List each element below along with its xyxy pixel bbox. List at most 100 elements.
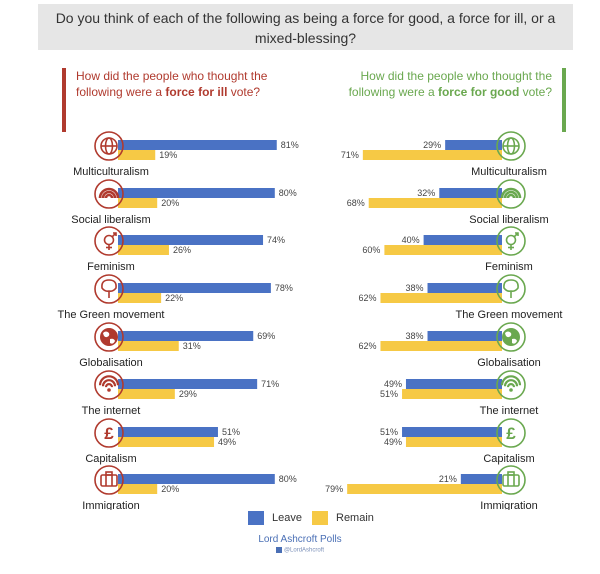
label-ill-remain: 26% <box>173 245 191 255</box>
bar-good-leave <box>402 427 502 437</box>
category-label-good: Social liberalism <box>469 214 548 226</box>
wifi-icon <box>496 370 526 400</box>
category-label-good: Multiculturalism <box>471 166 547 178</box>
category-label-ill: Globalisation <box>79 357 143 369</box>
label-good-remain: 71% <box>341 150 359 160</box>
label-ill-remain: 49% <box>218 437 236 447</box>
left-q-bold: force for ill <box>165 85 228 99</box>
label-ill-remain: 22% <box>165 293 183 303</box>
label-good-leave: 29% <box>423 140 441 150</box>
globe-icon <box>94 131 124 161</box>
label-good-remain: 49% <box>384 437 402 447</box>
left-q-pre: How did the people who thought the follo… <box>76 69 268 99</box>
category-label-good: The internet <box>480 405 539 417</box>
label-ill-remain: 29% <box>179 389 197 399</box>
label-ill-leave: 80% <box>279 188 297 198</box>
label-good-leave: 40% <box>402 235 420 245</box>
bar-ill-leave <box>118 379 258 389</box>
category-label-ill: Immigration <box>82 500 139 510</box>
label-good-leave: 32% <box>417 188 435 198</box>
rainbow-icon <box>94 179 124 209</box>
category-label-good: Globalisation <box>477 357 541 369</box>
label-good-leave: 38% <box>406 331 424 341</box>
gender-symbol-icon <box>94 226 124 256</box>
legend-remain: Remain <box>312 511 374 525</box>
left-q-post: vote? <box>227 85 261 99</box>
footer-handle: @LordAshcroft <box>0 547 600 554</box>
bar-ill-remain <box>118 198 158 208</box>
bar-ill-leave <box>118 140 277 150</box>
label-good-remain: 62% <box>358 293 376 303</box>
legend-leave-label: Leave <box>272 511 302 524</box>
gender-symbol-icon <box>496 226 526 256</box>
left-panel-question: How did the people who thought the follo… <box>62 68 306 132</box>
bar-ill-remain <box>118 389 175 399</box>
tree-icon <box>94 274 124 304</box>
bar-ill-leave <box>118 474 275 484</box>
right-q-post: vote? <box>519 85 552 99</box>
tree-icon <box>496 274 526 304</box>
bar-good-leave <box>439 188 502 198</box>
earth-icon <box>496 322 526 352</box>
bar-ill-remain <box>118 437 215 447</box>
wifi-icon <box>94 370 124 400</box>
twitter-icon <box>275 547 282 553</box>
bar-good-remain <box>384 245 502 255</box>
category-label-good: Immigration <box>480 500 537 510</box>
bar-ill-leave <box>118 427 218 437</box>
label-ill-leave: 71% <box>261 379 279 389</box>
rainbow-icon <box>496 179 526 209</box>
label-ill-leave: 69% <box>257 331 275 341</box>
pound-icon: £ <box>496 418 526 448</box>
label-good-remain: 79% <box>325 484 343 494</box>
label-good-leave: 38% <box>406 283 424 293</box>
label-good-remain: 62% <box>358 341 376 351</box>
bar-good-leave <box>460 474 502 484</box>
bar-good-remain <box>402 389 502 399</box>
label-ill-leave: 80% <box>279 474 297 484</box>
earth-icon <box>94 322 124 352</box>
category-label-ill: The internet <box>82 405 141 417</box>
legend-leave-swatch <box>248 511 264 525</box>
bar-ill-leave <box>118 331 254 341</box>
bar-good-leave <box>427 331 502 341</box>
header-question-box: Do you think of each of the following as… <box>38 4 573 50</box>
bar-good-remain <box>405 437 502 447</box>
bar-good-remain <box>347 484 502 494</box>
label-good-remain: 51% <box>380 389 398 399</box>
category-label-good: Capitalism <box>483 453 534 465</box>
bar-ill-remain <box>118 484 158 494</box>
legend-remain-label: Remain <box>336 511 374 524</box>
footer-title: Lord Ashcroft Polls <box>258 534 342 545</box>
bar-ill-remain <box>118 293 162 303</box>
bar-good-remain <box>380 341 502 351</box>
header-question: Do you think of each of the following as… <box>55 10 556 46</box>
bar-ill-leave <box>118 235 264 245</box>
label-ill-remain: 20% <box>161 198 179 208</box>
bar-good-leave <box>445 140 502 150</box>
label-good-leave: 51% <box>380 427 398 437</box>
legend-leave: Leave <box>248 511 302 525</box>
category-label-ill: The Green movement <box>58 309 165 321</box>
bar-good-remain <box>380 293 502 303</box>
globe-icon <box>496 131 526 161</box>
label-ill-leave: 74% <box>267 235 285 245</box>
right-q-bold: force for good <box>437 85 520 99</box>
bar-good-leave <box>405 379 502 389</box>
label-ill-leave: 78% <box>275 283 293 293</box>
footer: Lord Ashcroft Polls @LordAshcroft <box>0 534 600 554</box>
bar-ill-leave <box>118 283 271 293</box>
bar-ill-remain <box>118 245 169 255</box>
legend-remain-swatch <box>312 511 328 525</box>
svg-text:£: £ <box>506 424 516 443</box>
bar-good-leave <box>423 235 502 245</box>
bar-good-remain <box>362 150 502 160</box>
label-good-leave: 49% <box>384 379 402 389</box>
bar-ill-remain <box>118 341 179 351</box>
right-q-pre: How did the people who thought the follo… <box>348 69 552 99</box>
label-good-remain: 68% <box>347 198 365 208</box>
category-label-good: Feminism <box>485 261 533 273</box>
category-label-good: The Green movement <box>456 309 563 321</box>
label-good-remain: 60% <box>362 245 380 255</box>
pound-icon: £ <box>94 418 124 448</box>
